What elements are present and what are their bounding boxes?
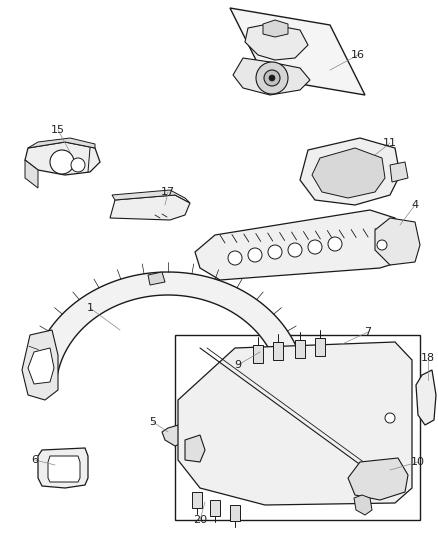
Polygon shape <box>178 342 412 505</box>
Bar <box>175 335 420 520</box>
Text: 16: 16 <box>351 50 365 60</box>
Text: 7: 7 <box>364 327 371 337</box>
Circle shape <box>377 240 387 250</box>
Polygon shape <box>192 492 202 508</box>
Polygon shape <box>112 190 190 203</box>
Polygon shape <box>110 195 190 220</box>
Text: 9: 9 <box>234 360 242 370</box>
Text: 5: 5 <box>149 417 156 427</box>
Circle shape <box>328 237 342 251</box>
Polygon shape <box>390 162 408 182</box>
Polygon shape <box>348 458 408 500</box>
Text: 10: 10 <box>411 457 425 467</box>
Polygon shape <box>162 424 188 446</box>
Circle shape <box>71 158 85 172</box>
Circle shape <box>248 248 262 262</box>
Polygon shape <box>210 500 220 516</box>
Bar <box>400 243 414 253</box>
Polygon shape <box>230 505 240 521</box>
Circle shape <box>269 75 275 81</box>
Polygon shape <box>25 160 38 188</box>
Polygon shape <box>233 58 310 95</box>
Bar <box>400 228 414 238</box>
Polygon shape <box>416 370 436 425</box>
Text: 1: 1 <box>86 303 93 313</box>
Polygon shape <box>28 138 95 148</box>
Text: 18: 18 <box>421 353 435 363</box>
Polygon shape <box>31 272 301 382</box>
Polygon shape <box>195 210 410 280</box>
Polygon shape <box>38 448 88 488</box>
Circle shape <box>268 245 282 259</box>
Polygon shape <box>25 142 100 175</box>
Polygon shape <box>28 348 54 384</box>
Text: 15: 15 <box>51 125 65 135</box>
Polygon shape <box>253 345 263 363</box>
Text: 4: 4 <box>411 200 419 210</box>
Polygon shape <box>315 338 325 356</box>
Circle shape <box>385 413 395 423</box>
Polygon shape <box>295 340 305 358</box>
Circle shape <box>308 240 322 254</box>
Polygon shape <box>263 20 288 37</box>
Polygon shape <box>280 375 305 405</box>
Circle shape <box>50 150 74 174</box>
Polygon shape <box>300 138 400 205</box>
Text: 6: 6 <box>32 455 39 465</box>
Text: 20: 20 <box>193 515 207 525</box>
Circle shape <box>288 243 302 257</box>
Polygon shape <box>375 218 420 265</box>
Polygon shape <box>354 495 372 515</box>
Polygon shape <box>230 8 365 95</box>
Polygon shape <box>273 342 283 360</box>
Polygon shape <box>148 272 165 285</box>
Circle shape <box>228 251 242 265</box>
Polygon shape <box>245 24 308 60</box>
Text: 17: 17 <box>161 187 175 197</box>
Circle shape <box>256 62 288 94</box>
Polygon shape <box>185 435 205 462</box>
Polygon shape <box>22 330 58 400</box>
Text: 11: 11 <box>383 138 397 148</box>
Polygon shape <box>312 148 385 198</box>
Polygon shape <box>48 456 80 482</box>
Circle shape <box>264 70 280 86</box>
